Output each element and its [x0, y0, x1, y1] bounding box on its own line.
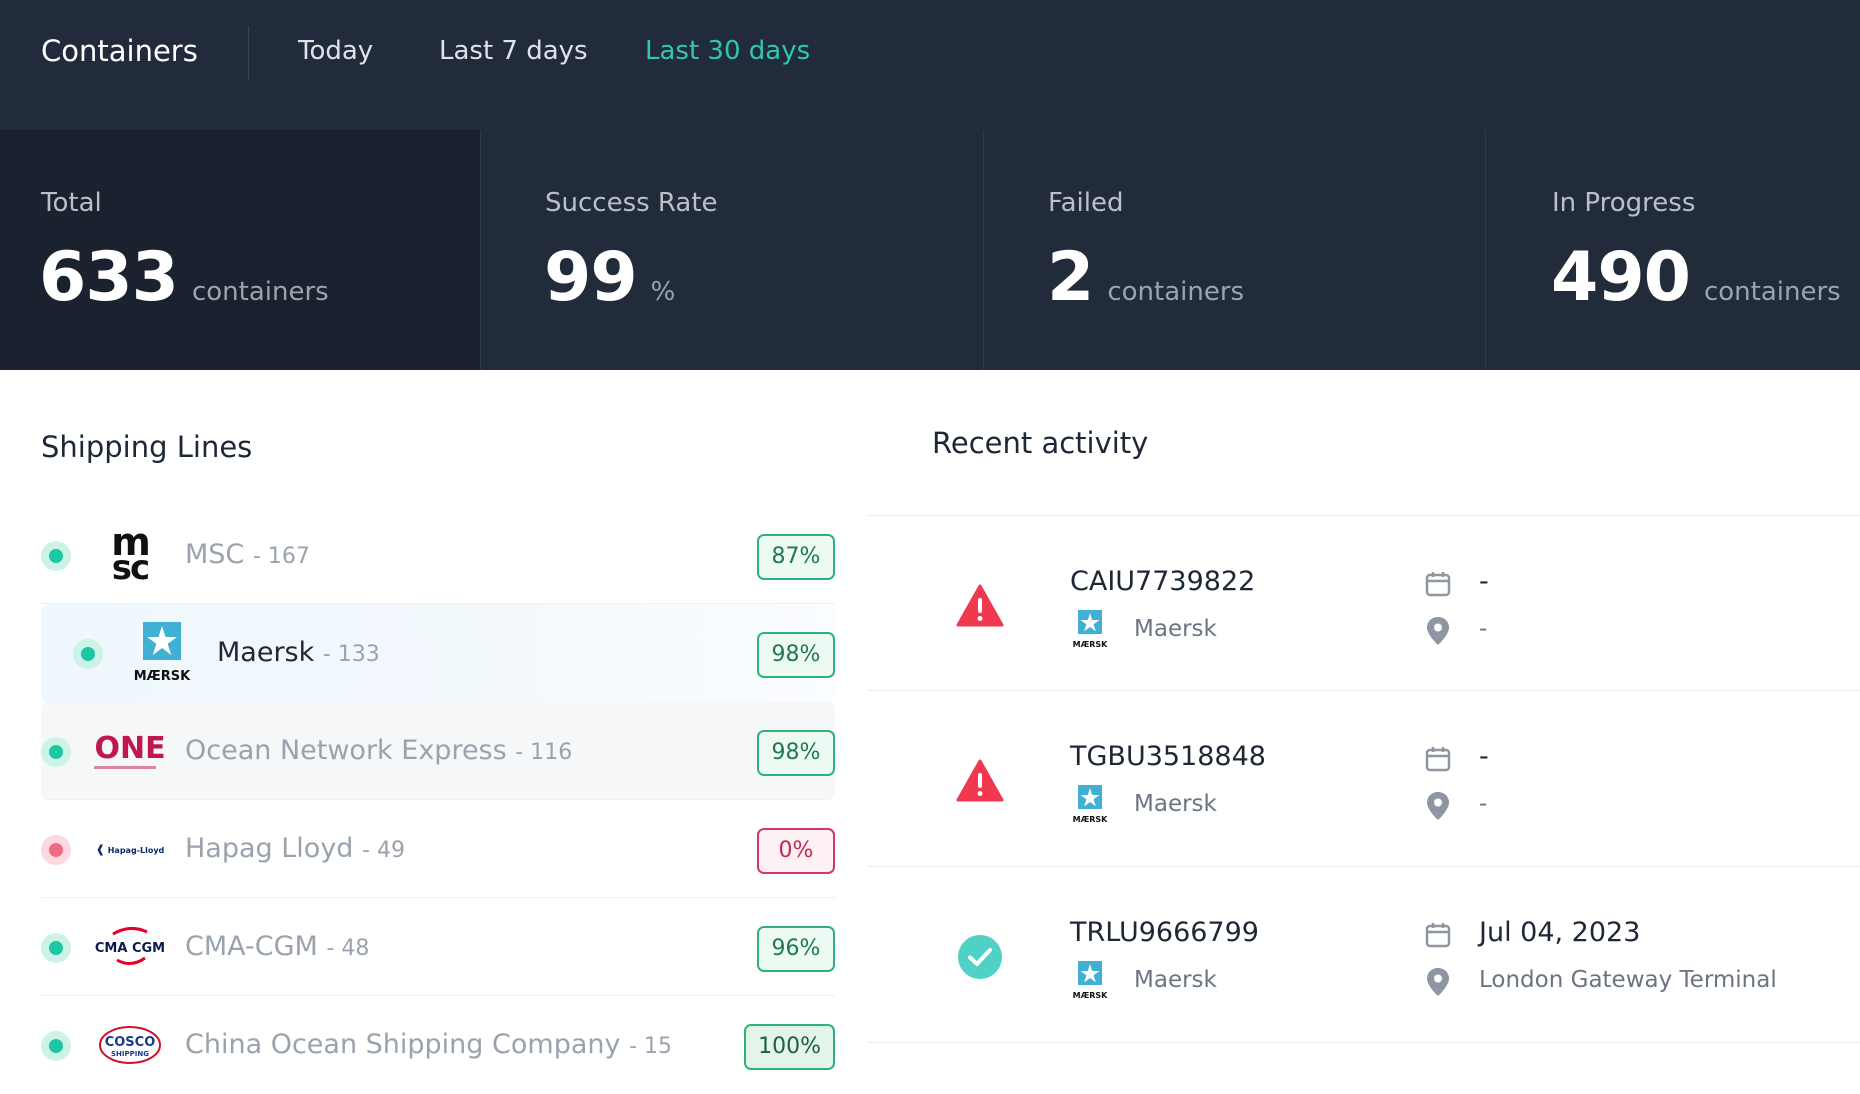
stat-label: Total — [41, 188, 102, 218]
stat-in-progress[interactable]: In Progress 490 containers — [1485, 130, 1860, 370]
maersk-logo: MÆRSK — [1073, 785, 1109, 824]
success-percent-badge: 0% — [757, 828, 835, 874]
stat-value: 490 containers — [1551, 238, 1841, 317]
success-percent-badge: 87% — [757, 534, 835, 580]
shipping-line-maersk[interactable]: MÆRSK Maersk - 133 98% — [41, 604, 835, 702]
check-circle-icon — [958, 935, 1002, 979]
top-bar: Containers Today Last 7 days Last 30 day… — [0, 0, 1860, 130]
location: - — [1479, 791, 1488, 817]
stat-unit: containers — [1703, 277, 1841, 307]
warning-icon — [956, 759, 1004, 802]
shipping-line-cosco[interactable]: COSCO SHIPPING China Ocean Shipping Comp… — [41, 996, 835, 1094]
stat-label: Success Rate — [545, 188, 718, 218]
carrier-name: Maersk — [1134, 791, 1217, 817]
page-title: Containers — [41, 34, 198, 68]
stat-number: 99 — [544, 238, 638, 317]
shipping-line-name: CMA-CGM - 48 — [185, 931, 370, 962]
location-pin-icon — [1427, 968, 1449, 996]
calendar-icon — [1425, 747, 1451, 772]
location-pin-icon — [1427, 617, 1449, 645]
carrier-name: Maersk — [1134, 616, 1217, 642]
svg-text:SHIPPING: SHIPPING — [111, 1050, 149, 1058]
stats-panel: Total 633 containers Success Rate 99% Fai… — [0, 130, 1860, 370]
success-percent-badge: 98% — [757, 730, 835, 776]
stat-label: In Progress — [1552, 188, 1696, 218]
stat-label: Failed — [1048, 188, 1124, 218]
maersk-logo: MÆRSK — [127, 622, 197, 684]
header-divider — [248, 26, 249, 80]
stat-value: 633 containers — [39, 238, 329, 317]
status-dot — [41, 541, 71, 571]
maersk-logo: MÆRSK — [1073, 610, 1109, 649]
arrival-date: - — [1479, 566, 1489, 597]
shipping-line-hapag-lloyd[interactable]: ❰ Hapag-Lloyd Hapag Lloyd - 49 0% — [41, 800, 835, 898]
svg-text:MÆRSK: MÆRSK — [1073, 815, 1109, 824]
shipping-line-name: MSC - 167 — [185, 539, 310, 570]
status-dot — [73, 639, 103, 669]
tab-last-7-days[interactable]: Last 7 days — [439, 36, 588, 66]
activity-item[interactable]: CAIU7739822 MÆRSK Maersk - - — [868, 515, 1860, 691]
success-percent-badge: 96% — [757, 926, 835, 972]
stat-unit: containers — [1107, 277, 1245, 307]
stat-number: 633 — [39, 238, 179, 317]
stat-success-rate[interactable]: Success Rate 99% — [480, 130, 983, 370]
svg-text:MÆRSK: MÆRSK — [134, 669, 191, 684]
carrier-name: Maersk — [1134, 967, 1217, 993]
status-dot — [41, 933, 71, 963]
maersk-logo: MÆRSK — [1073, 961, 1109, 1000]
shipping-line-name: Maersk - 133 — [217, 637, 380, 668]
tab-today[interactable]: Today — [298, 36, 374, 66]
shipping-line-cma-cgm[interactable]: CMA CGM CMA-CGM - 48 96% — [41, 898, 835, 996]
location: London Gateway Terminal — [1479, 967, 1777, 993]
calendar-icon — [1425, 923, 1451, 948]
stat-total[interactable]: Total 633 containers — [0, 130, 480, 370]
activity-item[interactable]: TRLU9666799 MÆRSK Maersk Jul 04, 2023 Lo… — [868, 867, 1860, 1043]
shipping-line-name: China Ocean Shipping Company - 15 — [185, 1029, 672, 1060]
shipping-line-name: Hapag Lloyd - 49 — [185, 833, 405, 864]
shipping-line-msc[interactable]: m sc MSC - 167 87% — [41, 506, 835, 604]
container-id[interactable]: TRLU9666799 — [1070, 917, 1259, 948]
stat-value: 2 containers — [1047, 238, 1244, 317]
location-pin-icon — [1427, 792, 1449, 820]
stat-failed[interactable]: Failed 2 containers — [983, 130, 1485, 370]
status-dot — [41, 737, 71, 767]
svg-text:COSCO: COSCO — [105, 1035, 156, 1050]
svg-text:CMA CGM: CMA CGM — [95, 941, 165, 956]
container-id[interactable]: TGBU3518848 — [1070, 741, 1266, 772]
hapag-lloyd-logo: ❰ Hapag-Lloyd — [95, 842, 165, 856]
success-percent-badge: 98% — [757, 632, 835, 678]
stat-unit: % — [650, 277, 676, 307]
svg-text:MÆRSK: MÆRSK — [1073, 640, 1109, 649]
success-percent-badge: 100% — [744, 1024, 835, 1070]
activity-item[interactable]: TGBU3518848 MÆRSK Maersk - - — [868, 691, 1860, 867]
cosco-logo: COSCO SHIPPING — [95, 1014, 165, 1076]
stat-unit: containers — [191, 277, 329, 307]
cma-cgm-logo: CMA CGM — [95, 916, 165, 978]
one-logo: ONE — [94, 720, 166, 782]
stat-number: 2 — [1047, 238, 1094, 317]
warning-icon — [956, 584, 1004, 627]
container-id[interactable]: CAIU7739822 — [1070, 566, 1256, 597]
arrival-date: - — [1479, 741, 1489, 772]
stat-value: 99% — [544, 238, 675, 317]
svg-text:MÆRSK: MÆRSK — [1073, 991, 1109, 1000]
status-dot — [41, 1031, 71, 1061]
status-dot — [41, 835, 71, 865]
tab-last-30-days[interactable]: Last 30 days — [645, 36, 811, 66]
shipping-line-one[interactable]: ONE Ocean Network Express - 116 98% — [41, 702, 835, 800]
recent-activity-title: Recent activity — [932, 426, 1149, 460]
shipping-lines-title: Shipping Lines — [41, 430, 253, 464]
msc-logo: m sc — [111, 520, 151, 588]
location: - — [1479, 616, 1488, 642]
arrival-date: Jul 04, 2023 — [1479, 917, 1641, 948]
calendar-icon — [1425, 572, 1451, 597]
shipping-line-name: Ocean Network Express - 116 — [185, 735, 573, 766]
stat-number: 490 — [1551, 238, 1691, 317]
